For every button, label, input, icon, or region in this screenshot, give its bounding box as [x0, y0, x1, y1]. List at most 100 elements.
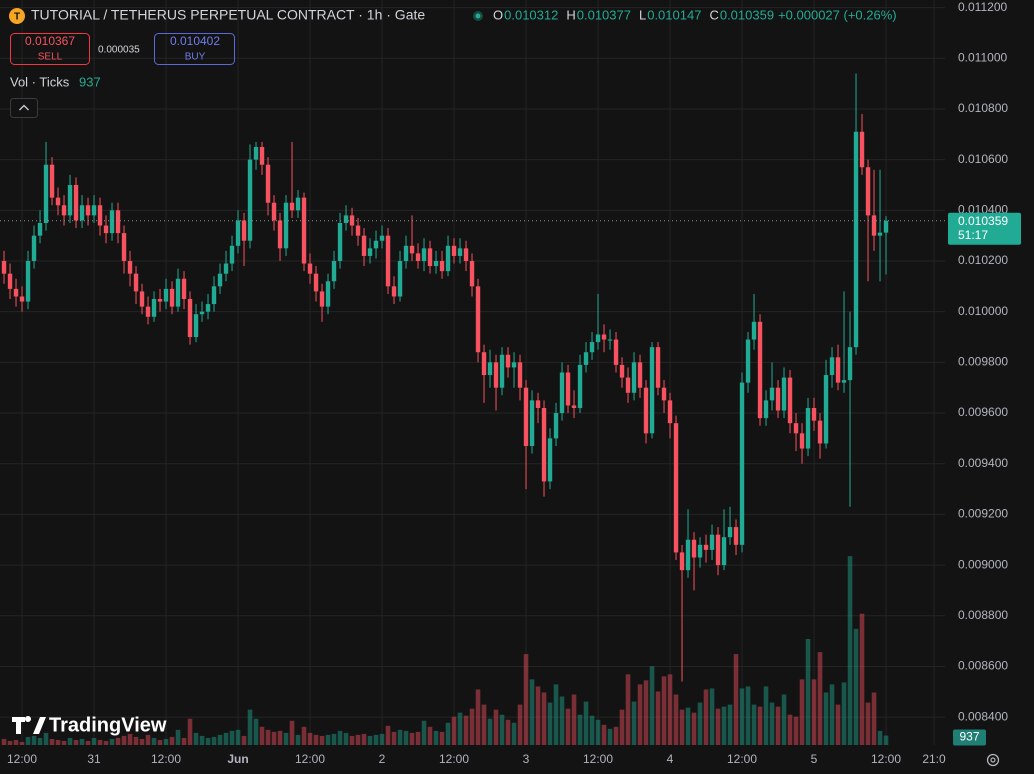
- volume-bar: [193, 732, 199, 745]
- volume-bar: [43, 732, 49, 745]
- candle-body: [553, 413, 559, 439]
- candle-body: [763, 400, 769, 419]
- candle-body: [649, 347, 655, 434]
- volume-bar: [289, 720, 295, 745]
- candle-body: [187, 299, 193, 338]
- price-tag-countdown: 51:17: [958, 228, 988, 242]
- volume-bar: [763, 686, 769, 745]
- volume-bar: [403, 730, 409, 745]
- ohlc-value: 0.010312: [504, 7, 558, 22]
- volume-bar: [757, 706, 763, 745]
- volume-bar: [799, 679, 805, 745]
- volume-bar: [55, 739, 61, 745]
- candle-body: [685, 539, 691, 571]
- chart-title[interactable]: TUTORIAL / TETHERUS PERPETUAL CONTRACT ·…: [31, 7, 425, 23]
- volume-bar: [361, 733, 367, 745]
- volume-bar: [841, 682, 847, 745]
- candle-body: [667, 400, 673, 424]
- volume-bar: [187, 718, 193, 745]
- volume-bar: [877, 730, 883, 745]
- x-tick-label: 2: [379, 752, 386, 766]
- candle-body: [757, 321, 763, 419]
- candle-body: [373, 240, 379, 249]
- volume-bar: [523, 654, 529, 745]
- candle-body: [631, 362, 637, 393]
- candle-body: [337, 222, 343, 262]
- volume-bar: [397, 729, 403, 745]
- volume-bar: [847, 556, 853, 745]
- volume-bar: [589, 715, 595, 745]
- candle-body: [409, 245, 415, 254]
- candle-body: [601, 334, 607, 340]
- candle-body: [73, 184, 79, 221]
- candle-body: [67, 184, 73, 216]
- volume-bar: [739, 688, 745, 745]
- volume-indicator-label[interactable]: Vol · Ticks: [10, 74, 70, 89]
- candle-layer: [1, 73, 889, 682]
- candle-body: [415, 253, 421, 262]
- volume-bar: [379, 733, 385, 745]
- ohlc-key: O: [493, 7, 503, 22]
- candle-body: [169, 288, 175, 307]
- volume-bar: [715, 708, 721, 745]
- y-tick-label: 0.010200: [958, 253, 1008, 267]
- ohlc-value: 0.010359: [720, 7, 774, 22]
- candle-body: [379, 235, 385, 241]
- candle-body: [595, 334, 601, 343]
- candle-body: [721, 537, 727, 566]
- settings-icon[interactable]: [986, 753, 1000, 767]
- volume-bar: [109, 738, 115, 745]
- volume-bar: [745, 686, 751, 745]
- candle-body: [79, 205, 85, 221]
- volume-bar: [67, 737, 73, 745]
- candle-body: [565, 372, 571, 406]
- candle-body: [871, 215, 877, 236]
- collapse-button[interactable]: [10, 98, 38, 118]
- buy-button[interactable]: [154, 33, 235, 65]
- logo-text[interactable]: TradingView: [49, 714, 167, 736]
- y-tick-label: 0.008600: [958, 659, 1008, 673]
- volume-bar: [61, 740, 67, 745]
- symbol-icon: [9, 8, 25, 24]
- candle-body: [265, 164, 271, 203]
- candle-body: [715, 534, 721, 566]
- candle-body: [103, 225, 109, 234]
- settings-icon-center: [990, 757, 996, 763]
- candle-body: [865, 167, 871, 216]
- candle-body: [697, 544, 703, 558]
- candle-body: [13, 288, 19, 297]
- volume-bar: [73, 739, 79, 745]
- volume-bar: [205, 737, 211, 745]
- sell-button[interactable]: [10, 33, 90, 65]
- volume-bar: [235, 729, 241, 745]
- volume-bar: [685, 707, 691, 745]
- ohlc-value: 0.010147: [647, 7, 701, 22]
- volume-bar: [241, 735, 247, 745]
- sell-label: SELL: [38, 52, 63, 63]
- volume-bar: [529, 679, 535, 745]
- volume-bar: [499, 714, 505, 745]
- x-tick-label: 31: [87, 752, 101, 766]
- candle-body: [247, 159, 253, 241]
- candle-body: [151, 299, 157, 317]
- buy-label: BUY: [185, 52, 206, 63]
- candle-body: [493, 362, 499, 388]
- candle-body: [583, 352, 589, 365]
- y-tick-label: 0.009600: [958, 405, 1008, 419]
- volume-bar: [133, 736, 139, 745]
- candle-body: [427, 248, 433, 267]
- x-tick-label: 12:00: [7, 752, 37, 766]
- volume-bar: [271, 731, 277, 745]
- volume-bar: [655, 691, 661, 745]
- candle-body: [421, 248, 427, 262]
- candle-body: [679, 552, 685, 571]
- candle-body: [139, 291, 145, 307]
- candle-body: [517, 362, 523, 388]
- ohlc-key: L: [639, 7, 646, 22]
- candle-body: [655, 347, 661, 388]
- volume-bar: [643, 680, 649, 745]
- volume-bar: [331, 733, 337, 745]
- candle-body: [385, 235, 391, 287]
- candle-body: [781, 377, 787, 411]
